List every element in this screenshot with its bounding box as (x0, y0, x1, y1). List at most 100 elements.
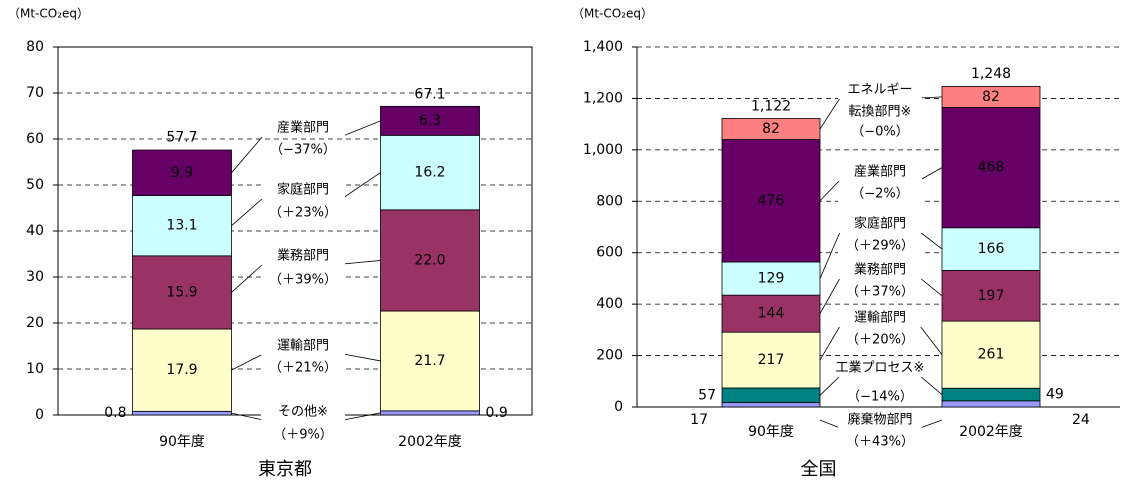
leader-line (231, 197, 264, 227)
series-label: エネルギー (847, 83, 912, 98)
label-bg (838, 388, 922, 406)
label-bg (261, 247, 345, 265)
value-label: 6.3 (419, 113, 441, 129)
bar-segment (380, 105, 480, 136)
leader-line (819, 375, 841, 396)
bar-segment (941, 400, 1041, 408)
leader-line (231, 263, 264, 293)
series-label: 家庭部門 (277, 182, 329, 198)
label-bg (838, 237, 922, 255)
label-bg (261, 403, 345, 421)
value-label: 468 (978, 160, 1005, 176)
bar-segment (941, 107, 1041, 229)
bar-segment (721, 331, 821, 389)
label-bg (838, 309, 922, 327)
leader-line (231, 353, 264, 371)
total-label: 1,248 (971, 66, 1011, 82)
bar-segment (941, 227, 1041, 271)
bar-segment (380, 410, 480, 416)
leader-line (819, 325, 841, 361)
leader-line (819, 97, 841, 130)
series-label: 産業部門 (854, 164, 906, 180)
bar-segment (132, 195, 232, 257)
label-bg (838, 411, 922, 429)
y-tick-label: 200 (596, 348, 623, 364)
value-label: 144 (758, 306, 785, 322)
value-label: 217 (758, 352, 785, 368)
x-tick-label: 2002年度 (959, 424, 1023, 440)
x-tick-label: 90年度 (159, 434, 205, 450)
label-bg (838, 261, 922, 279)
value-label: 129 (758, 271, 785, 287)
series-label: （＋9%） (273, 428, 333, 443)
label-bg (261, 204, 345, 222)
series-label: （＋23%） (269, 206, 337, 221)
bar-segment (132, 255, 232, 330)
leader-line (819, 179, 841, 202)
y-axis-label: （Mt-CO₂eq） (8, 7, 89, 21)
leader-line (919, 325, 943, 355)
leader-line (819, 419, 841, 429)
series-label: （＋21%） (269, 361, 337, 376)
value-label: 21.7 (414, 353, 445, 369)
bar-segment (132, 149, 232, 196)
series-label: 産業部門 (277, 120, 329, 136)
series-label: 転換部門※ (849, 105, 912, 120)
leader-line (919, 96, 943, 99)
leader-line (342, 353, 381, 362)
label-bg (261, 119, 345, 137)
x-tick-label: 2002年度 (398, 434, 462, 450)
value-label: 16.2 (414, 165, 445, 181)
total-label: 1,122 (751, 98, 791, 114)
y-tick-label: 600 (596, 245, 623, 261)
series-label: （＋43%） (846, 435, 914, 450)
bar-segment (721, 118, 821, 140)
bar-segment (380, 310, 480, 412)
label-bg (838, 359, 922, 377)
leader-line (919, 277, 943, 297)
total-label: 67.1 (414, 86, 445, 102)
series-label: 業務部門 (854, 262, 906, 278)
value-label: 24 (1072, 412, 1090, 428)
bar-segment (380, 209, 480, 312)
y-tick-label: 1,400 (583, 39, 623, 55)
label-bg (838, 215, 922, 233)
series-label: 廃棄物部門 (847, 412, 912, 428)
bar-segment (721, 139, 821, 263)
y-tick-label: 70 (26, 85, 44, 101)
y-axis-label: （Mt-CO₂eq） (572, 7, 653, 21)
label-bg (261, 271, 345, 289)
series-label: 運輸部門 (854, 311, 906, 326)
value-label: 17 (690, 412, 708, 428)
value-label: 17.9 (166, 362, 197, 378)
label-bg (261, 359, 345, 377)
bar-segment (132, 328, 232, 412)
label-bg (838, 331, 922, 349)
value-label: 13.1 (166, 218, 197, 234)
value-label: 49 (1046, 387, 1064, 403)
y-tick-label: 0 (614, 399, 623, 415)
series-label: （−14%） (847, 390, 913, 405)
y-tick-label: 20 (26, 315, 44, 331)
y-tick-label: 800 (596, 193, 623, 209)
series-label: （−37%） (270, 143, 336, 158)
y-tick-label: 60 (26, 131, 44, 147)
series-label: 運輸部門 (277, 339, 329, 354)
value-label: 57 (698, 387, 716, 403)
bar-segment (132, 410, 232, 416)
bar-segment (721, 387, 821, 404)
value-label: 82 (762, 121, 780, 137)
bar-segment (941, 320, 1041, 389)
label-bg (261, 337, 345, 355)
y-tick-label: 40 (26, 223, 44, 239)
series-label: （＋39%） (269, 273, 337, 288)
leader-line (231, 412, 264, 421)
chart-title: 東京都 (258, 459, 312, 480)
label-bg (261, 181, 345, 199)
leader-line (342, 120, 381, 137)
leader-line (819, 231, 841, 279)
y-tick-label: 10 (26, 361, 44, 377)
series-label: その他※ (278, 405, 328, 420)
label-bg (838, 123, 922, 141)
